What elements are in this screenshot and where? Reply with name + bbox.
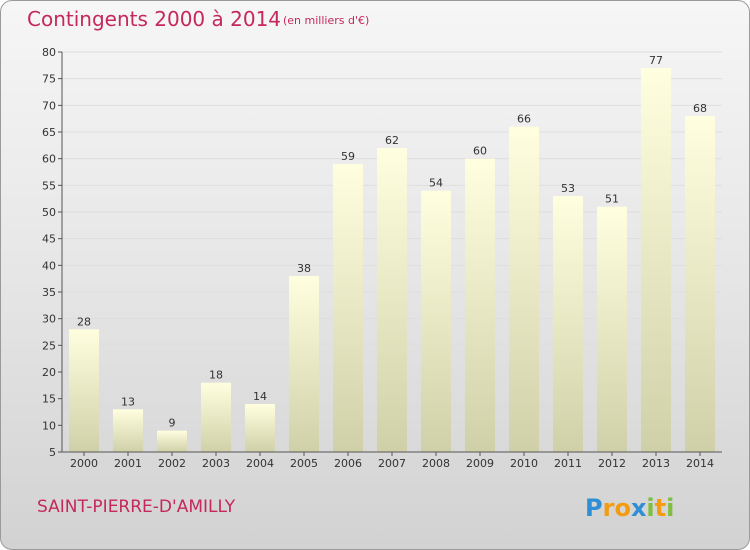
y-tick-label: 10 bbox=[42, 419, 56, 432]
bar-2006[interactable] bbox=[333, 164, 363, 452]
y-tick-label: 45 bbox=[42, 233, 56, 246]
bar-2008[interactable] bbox=[421, 190, 451, 452]
value-label: 18 bbox=[209, 369, 223, 382]
y-tick-label: 50 bbox=[42, 206, 56, 219]
y-tick-label: 35 bbox=[42, 286, 56, 299]
bar-2002[interactable] bbox=[157, 430, 187, 452]
labels: 5 10 15 20 25 30 35 40 45 50 55 60 65 70 75 80 2000 28 200… bbox=[42, 46, 714, 470]
x-tick-label: 2004 bbox=[246, 457, 274, 470]
value-label: 38 bbox=[297, 262, 311, 275]
value-label: 14 bbox=[253, 390, 267, 403]
location-label: SAINT-PIERRE-D'AMILLY bbox=[37, 497, 236, 517]
svg-text:Proxiti: Proxiti bbox=[585, 494, 674, 522]
bar-2013[interactable] bbox=[641, 68, 671, 452]
y-tick-label: 60 bbox=[42, 153, 56, 166]
bar-2011[interactable] bbox=[553, 196, 583, 452]
value-label: 51 bbox=[605, 193, 619, 206]
x-tick-label: 2002 bbox=[158, 457, 186, 470]
value-label: 9 bbox=[169, 417, 176, 430]
y-tick-label: 75 bbox=[42, 73, 56, 86]
y-tick-label: 55 bbox=[42, 179, 56, 192]
value-label: 13 bbox=[121, 395, 135, 408]
value-label: 66 bbox=[517, 113, 531, 126]
x-tick-label: 2013 bbox=[642, 457, 670, 470]
value-label: 53 bbox=[561, 182, 575, 195]
x-tick-label: 2014 bbox=[686, 457, 714, 470]
axes bbox=[58, 51, 722, 456]
bar-2003[interactable] bbox=[201, 382, 231, 452]
x-tick-label: 2003 bbox=[202, 457, 230, 470]
x-tick-label: 2009 bbox=[466, 457, 494, 470]
y-tick-label: 5 bbox=[49, 446, 56, 459]
bar-2014[interactable] bbox=[685, 116, 715, 452]
y-tick-label: 25 bbox=[42, 339, 56, 352]
x-tick-label: 2006 bbox=[334, 457, 362, 470]
x-tick-label: 2011 bbox=[554, 457, 582, 470]
y-tick-label: 40 bbox=[42, 259, 56, 272]
x-tick-label: 2008 bbox=[422, 457, 450, 470]
x-tick-label: 2000 bbox=[70, 457, 98, 470]
value-label: 60 bbox=[473, 145, 487, 158]
bar-2001[interactable] bbox=[113, 409, 143, 452]
y-tick-label: 65 bbox=[42, 126, 56, 139]
y-tick-label: 30 bbox=[42, 313, 56, 326]
x-tick-label: 2010 bbox=[510, 457, 538, 470]
bar-2000[interactable] bbox=[69, 329, 99, 452]
chart-title: Contingents 2000 à 2014 bbox=[27, 7, 282, 31]
chart-subtitle: (en milliers d'€) bbox=[283, 14, 370, 27]
bar-2007[interactable] bbox=[377, 148, 407, 452]
y-tick-label: 20 bbox=[42, 366, 56, 379]
y-tick-label: 70 bbox=[42, 99, 56, 112]
x-tick-label: 2012 bbox=[598, 457, 626, 470]
x-tick-label: 2005 bbox=[290, 457, 318, 470]
bar-2012[interactable] bbox=[597, 206, 627, 452]
y-tick-label: 15 bbox=[42, 393, 56, 406]
bar-2004[interactable] bbox=[245, 404, 275, 452]
value-label: 77 bbox=[649, 54, 663, 67]
value-label: 28 bbox=[77, 315, 91, 328]
x-tick-label: 2007 bbox=[378, 457, 406, 470]
value-label: 68 bbox=[693, 102, 707, 115]
bars bbox=[69, 68, 715, 453]
bar-2005[interactable] bbox=[289, 276, 319, 452]
value-label: 62 bbox=[385, 134, 399, 147]
proxiti-logo[interactable]: Proxiti bbox=[585, 489, 695, 525]
value-label: 59 bbox=[341, 150, 355, 163]
y-tick-label: 80 bbox=[42, 46, 56, 59]
value-label: 54 bbox=[429, 177, 443, 190]
x-tick-label: 2001 bbox=[114, 457, 142, 470]
bar-2009[interactable] bbox=[465, 158, 495, 452]
bar-2010[interactable] bbox=[509, 126, 539, 453]
